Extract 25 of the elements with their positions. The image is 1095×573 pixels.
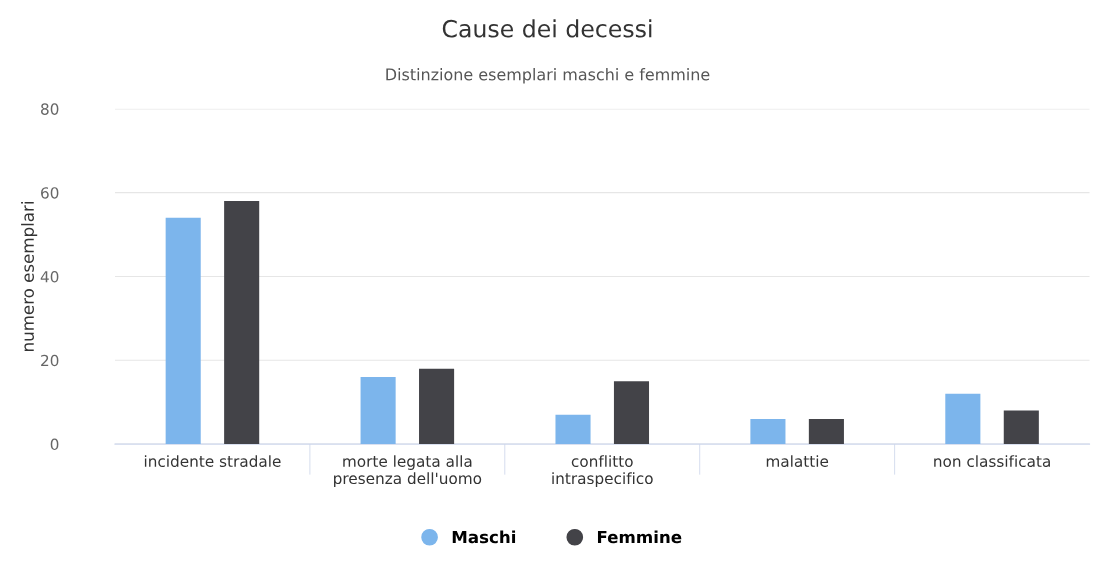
x-tick-label: non classificata [934, 455, 1050, 468]
y-tick-label: 20 [41, 354, 59, 367]
bar [555, 414, 591, 445]
bar [419, 368, 455, 445]
x-tick-label: malattie [766, 455, 829, 468]
chart-title: Cause dei decessi [442, 19, 652, 38]
x-tick-label: incidente stradale [144, 455, 281, 468]
y-axis-title: numero esemplari [21, 202, 38, 351]
bar [360, 377, 396, 445]
chart-subtitle: Distinzione esemplari maschi e femmine [386, 68, 710, 84]
y-tick-label: 0 [50, 438, 59, 451]
y-tick-label: 40 [40, 270, 59, 283]
x-tick-label: morte legata alla presenza dell'uomo [334, 455, 482, 488]
y-tick-label: 60 [41, 187, 59, 199]
bar [613, 381, 650, 445]
bar [224, 201, 260, 445]
bar [1003, 410, 1039, 445]
legend-label: Maschi [452, 530, 516, 544]
x-tick-label: conflitto intraspecifico [552, 455, 653, 488]
bar [165, 217, 201, 445]
bar [808, 418, 844, 445]
legend-label: Femmine [597, 530, 682, 544]
bar [750, 418, 786, 445]
y-tick-label: 80 [41, 103, 59, 115]
bar [945, 393, 981, 445]
